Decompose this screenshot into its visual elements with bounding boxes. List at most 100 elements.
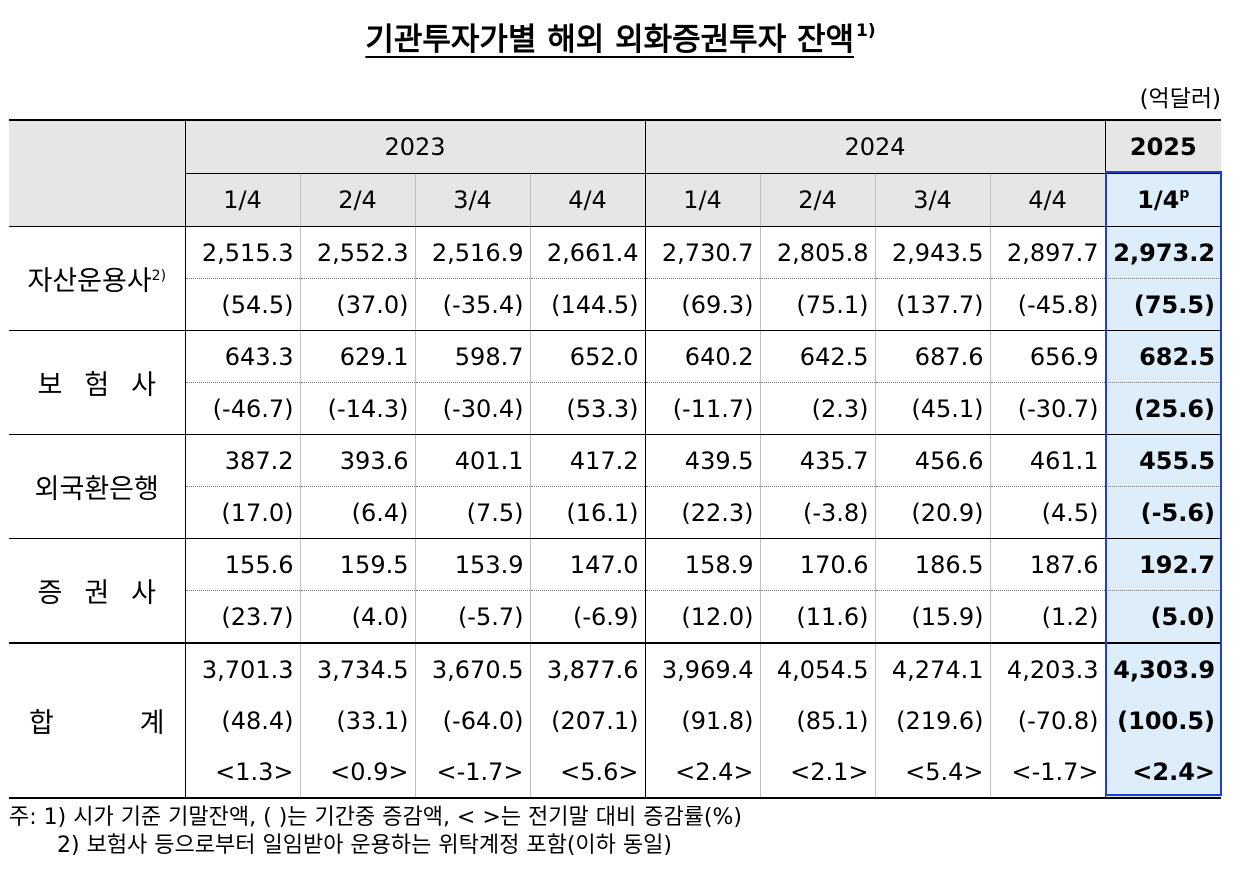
header-quarter: 2/4 [759,173,876,227]
value-cell: 4,203.3 [989,642,1106,695]
header-quarter: 2/4 [299,173,415,227]
value-cell: (25.6) [1104,382,1222,435]
value-cell: 643.3 [184,330,300,383]
value-cell: 682.5 [1104,330,1222,383]
value-cell: <5.6> [529,746,646,799]
table-row: (-46.7) (-14.3) (-30.4) (53.3) (-11.7) (2.3)(… [9,382,1222,435]
total-label-right: 계 [139,708,165,739]
header-quarter: 1/4 [184,173,300,227]
table-row: (17.0) (6.4) (7.5) (16.1) (22.3) (-3.8) (20.9)… [9,486,1222,539]
value-cell: 2,515.3 [184,226,300,279]
investment-table: 2023 2024 2025 1/4 2/4 3/4 4/4 1/4 2/4 3/4 4/4 1… [9,119,1222,799]
value-cell: (-30.7) [989,382,1106,435]
footnote-2: 2) 보험사 등으로부터 일임받아 운용하는 위탁계정 포함(이하 동일) [57,833,672,858]
value-cell: (12.0) [644,590,761,644]
value-cell: 3,734.5 [299,642,415,695]
value-cell: 387.2 [184,434,300,487]
value-cell: 3,701.3 [184,642,300,695]
value-cell: 656.9 [989,330,1106,383]
value-cell: 2,516.9 [414,226,530,279]
table-row: 외국환은행 387.2 393.6 401.1 417.2 439.5 435.7 456.6… [9,434,1222,539]
table-title: 기관투자가별 해외 외화증권투자 잔액 1) [0,14,1241,59]
row-label: 증권사 [9,538,185,644]
value-cell: 642.5 [759,330,876,383]
total-row: <1.3> <0.9> <-1.7> <5.6> <2.4> <2.1> <5.4> <-1.… [9,746,1222,799]
value-cell: (53.3) [529,382,646,435]
value-cell: 2,973.2 [1104,226,1222,279]
value-cell: 629.1 [299,330,415,383]
value-cell: 2,552.3 [299,226,415,279]
value-cell: (219.6) [874,695,991,746]
title-footnote-mark: 1) [856,21,876,41]
value-cell: (15.9) [874,590,991,644]
footnote-1: 주: 1) 시가 기준 기말잔액, ( )는 기간중 증감액, < >는 전기말… [9,805,742,830]
table-row: 증권사 155.6 159.5 153.9 147.0 158.9 170.6 186.5 18… [9,538,1222,644]
value-cell: (5.0) [1104,590,1222,644]
value-cell: 2,943.5 [874,226,991,279]
value-cell: 170.6 [759,538,876,591]
footnotes: 주: 1) 시가 기준 기말잔액, ( )는 기간중 증감액, < >는 전기말… [9,804,742,860]
value-cell: 192.7 [1104,538,1222,591]
value-cell: (144.5) [529,278,646,331]
value-cell: (16.1) [529,486,646,539]
value-cell: (-30.4) [414,382,530,435]
table-row: 자산운용사2) 2,515.3 2,552.3 2,516.9 2,661.4 2,730… [9,226,1222,331]
header-quarter: 4/4 [529,173,646,227]
row-label-text: 자산운용사 [27,266,152,297]
value-cell: 439.5 [644,434,761,487]
value-cell: (22.3) [644,486,761,539]
value-cell: (85.1) [759,695,876,746]
header-year-2025: 2025 [1104,119,1222,174]
value-cell: 2,730.7 [644,226,761,279]
value-cell: (4.0) [299,590,415,644]
value-cell: (11.6) [759,590,876,644]
value-cell: 393.6 [299,434,415,487]
value-cell: (4.5) [989,486,1106,539]
value-cell: (-35.4) [414,278,530,331]
value-cell: <2.4> [644,746,761,799]
header-quarter-label: 1/4 [1137,186,1180,214]
value-cell: 3,969.4 [644,642,761,695]
header-year-2023: 2023 [184,119,646,174]
value-cell: (-45.8) [989,278,1106,331]
value-cell: 4,274.1 [874,642,991,695]
value-cell: 401.1 [414,434,530,487]
value-cell: (1.2) [989,590,1106,644]
value-cell: (2.3) [759,382,876,435]
value-cell: <5.4> [874,746,991,799]
value-cell: 652.0 [529,330,646,383]
title-text: 기관투자가별 해외 외화증권투자 잔액 [365,22,855,58]
header-quarter: 3/4 [414,173,530,227]
value-cell: (75.1) [759,278,876,331]
header-quarter: 3/4 [874,173,991,227]
total-row: (48.4) (33.1) (-64.0) (207.1) (91.8) (85.1) (2… [9,695,1222,746]
value-cell: <-1.7> [414,746,530,799]
value-cell: (33.1) [299,695,415,746]
header-quarter: 1/4p [1104,173,1222,227]
value-cell: 598.7 [414,330,530,383]
value-cell: 153.9 [414,538,530,591]
value-cell: (137.7) [874,278,991,331]
row-label-text: 증권사 [37,578,179,609]
total-label-left: 합 [29,708,54,739]
value-cell: (23.7) [184,590,300,644]
value-cell: 456.6 [874,434,991,487]
value-cell: 2,661.4 [529,226,646,279]
value-cell: (100.5) [1104,695,1222,746]
table-row: (23.7) (4.0) (-5.7) (-6.9) (12.0) (11.6) (15.9… [9,590,1222,644]
row-label-text: 보험사 [37,370,179,401]
value-cell: (20.9) [874,486,991,539]
value-cell: 455.5 [1104,434,1222,487]
row-label-footnote-mark: 2) [151,268,167,284]
value-cell: 640.2 [644,330,761,383]
header-quarter: 4/4 [989,173,1106,227]
value-cell: 147.0 [529,538,646,591]
value-cell: (91.8) [644,695,761,746]
table-row: (54.5) (37.0) (-35.4) (144.5) (69.3) (75.1) (1… [9,278,1222,331]
value-cell: (54.5) [184,278,300,331]
value-cell: 4,054.5 [759,642,876,695]
value-cell: (-70.8) [989,695,1106,746]
value-cell: 687.6 [874,330,991,383]
value-cell: 186.5 [874,538,991,591]
